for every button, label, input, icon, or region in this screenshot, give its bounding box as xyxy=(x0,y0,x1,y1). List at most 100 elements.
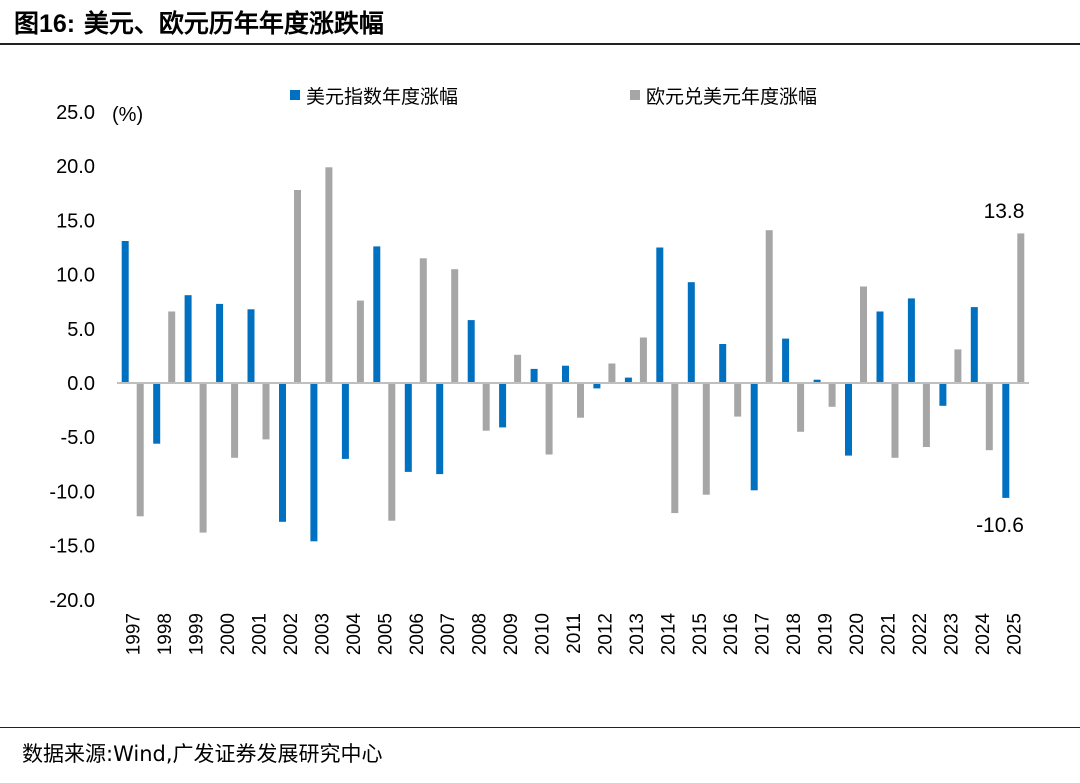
legend: 美元指数年度涨幅 欧元兑美元年度涨幅 xyxy=(290,86,817,108)
x-tick-label: 2002 xyxy=(281,613,302,655)
x-tick-label: 2008 xyxy=(470,613,491,655)
usd-bar-2025 xyxy=(1002,383,1010,498)
x-tick-label: 2021 xyxy=(879,613,900,655)
y-tick-label: -5.0 xyxy=(61,427,95,449)
usd-bar-2019 xyxy=(813,379,821,383)
x-tick-label: 2015 xyxy=(690,613,711,655)
x-tick-label: 2006 xyxy=(407,613,428,655)
x-tick-label: 2023 xyxy=(941,613,962,655)
legend-label-usd: 美元指数年度涨幅 xyxy=(306,86,458,108)
usd-bar-2017 xyxy=(750,383,758,491)
eur-bar-1997 xyxy=(136,383,144,517)
x-tick-label: 2025 xyxy=(1004,613,1025,655)
y-tick-label: 20.0 xyxy=(56,156,95,178)
legend-swatch-eur xyxy=(630,90,640,100)
eur-bar-2016 xyxy=(734,383,742,417)
x-tick-label: 2024 xyxy=(973,613,994,656)
y-tick-label: 5.0 xyxy=(67,319,95,341)
y-tick-label: -20.0 xyxy=(49,590,95,612)
eur-bar-2003 xyxy=(325,167,333,383)
x-tick-label: 2013 xyxy=(627,613,648,655)
eur-bar-2009 xyxy=(514,354,522,383)
y-unit-label: (%) xyxy=(112,104,143,126)
usd-bar-2023 xyxy=(939,383,947,406)
usd-bar-2005 xyxy=(373,246,381,383)
eur-bar-2006 xyxy=(419,258,427,383)
x-tick-label: 2019 xyxy=(816,613,837,655)
eur-bar-2019 xyxy=(828,383,836,407)
eur-bar-2013 xyxy=(639,337,647,383)
x-tick-label: 2000 xyxy=(218,613,239,655)
y-tick-label: 25.0 xyxy=(56,102,95,124)
eur-bar-2008 xyxy=(482,383,490,431)
annotation-eur-2025: 13.8 xyxy=(984,200,1025,223)
eur-bar-1998 xyxy=(168,311,176,383)
usd-bar-2008 xyxy=(467,320,475,383)
eur-bar-2007 xyxy=(451,269,459,383)
usd-bar-2013 xyxy=(624,377,632,383)
x-tick-label: 2016 xyxy=(721,613,742,655)
eur-bar-2022 xyxy=(922,383,930,447)
y-tick-label: -10.0 xyxy=(49,481,95,503)
eur-bar-2004 xyxy=(356,300,364,383)
legend-label-eur: 欧元兑美元年度涨幅 xyxy=(646,86,817,108)
x-tick-label: 2007 xyxy=(438,613,459,655)
x-tick-label: 2009 xyxy=(501,613,522,655)
usd-bar-1997 xyxy=(121,241,129,383)
x-tick-label: 2011 xyxy=(564,613,585,654)
usd-bar-2024 xyxy=(970,307,978,383)
eur-bar-2018 xyxy=(797,383,805,432)
x-tick-label: 2018 xyxy=(784,613,805,655)
usd-bar-2021 xyxy=(876,311,884,383)
usd-bar-2004 xyxy=(341,383,349,459)
x-tick-label: 2010 xyxy=(533,613,554,655)
usd-bar-2009 xyxy=(499,383,507,428)
eur-bar-2000 xyxy=(231,383,239,458)
eur-bar-2005 xyxy=(388,383,396,521)
y-tick-label: -15.0 xyxy=(49,536,95,558)
x-tick-label: 2020 xyxy=(847,613,868,655)
bar-chart: 25.0 20.0 15.0 10.0 5.0 0.0 -5.0 -10.0 -15.0 -20.… xyxy=(49,86,1029,656)
eur-bar-2015 xyxy=(702,383,710,495)
y-tick-label: 10.0 xyxy=(56,265,95,287)
x-tick-label: 1997 xyxy=(124,613,145,655)
y-tick-label: 0.0 xyxy=(67,373,95,395)
eur-bar-2023 xyxy=(954,349,962,383)
x-tick-label: 2017 xyxy=(753,613,774,655)
eur-bar-2021 xyxy=(891,383,899,458)
x-tick-label: 2005 xyxy=(375,613,396,655)
x-axis-ticks: 1997 1998 1999 2000 2001 2002 2003 2004 2005 2006… xyxy=(124,613,1026,656)
eur-bar-2017 xyxy=(765,230,773,383)
source-note: 数据来源:Wind,广发证券发展研究中心 xyxy=(22,742,383,766)
x-tick-label: 2001 xyxy=(250,613,271,655)
chart-title: 图16: 美元、欧元历年年度涨跌幅 xyxy=(14,4,384,40)
usd-bar-2006 xyxy=(404,383,412,472)
eur-bar-2010 xyxy=(545,383,553,455)
annotation-usd-2025: -10.6 xyxy=(976,514,1024,537)
eur-bar-2001 xyxy=(262,383,270,440)
usd-bar-2003 xyxy=(310,383,318,542)
y-axis: 25.0 20.0 15.0 10.0 5.0 0.0 -5.0 -10.0 -15.0 -20.… xyxy=(49,102,95,612)
y-tick-label: 15.0 xyxy=(56,210,95,232)
usd-bar-1999 xyxy=(184,295,192,383)
usd-bar-2000 xyxy=(216,303,224,383)
eur-bar-2012 xyxy=(608,363,616,383)
figure-number: 图16: xyxy=(14,10,76,38)
title-divider xyxy=(0,43,1080,45)
usd-bar-2014 xyxy=(656,247,664,383)
x-tick-label: 2003 xyxy=(312,613,333,655)
usd-bar-1998 xyxy=(153,383,161,444)
eur-bar-2024 xyxy=(985,383,993,451)
eur-bar-2011 xyxy=(577,383,584,418)
usd-bar-2015 xyxy=(687,282,695,383)
bars xyxy=(121,167,1025,542)
eur-bar-2014 xyxy=(671,383,679,514)
usd-bar-2011 xyxy=(562,365,569,383)
usd-bar-2002 xyxy=(279,383,286,522)
legend-swatch-usd xyxy=(290,90,300,100)
usd-bar-2018 xyxy=(782,338,790,383)
x-tick-label: 1998 xyxy=(155,613,176,655)
usd-bar-2007 xyxy=(436,383,444,475)
eur-bar-1999 xyxy=(199,383,207,533)
x-tick-label: 2012 xyxy=(595,613,616,655)
